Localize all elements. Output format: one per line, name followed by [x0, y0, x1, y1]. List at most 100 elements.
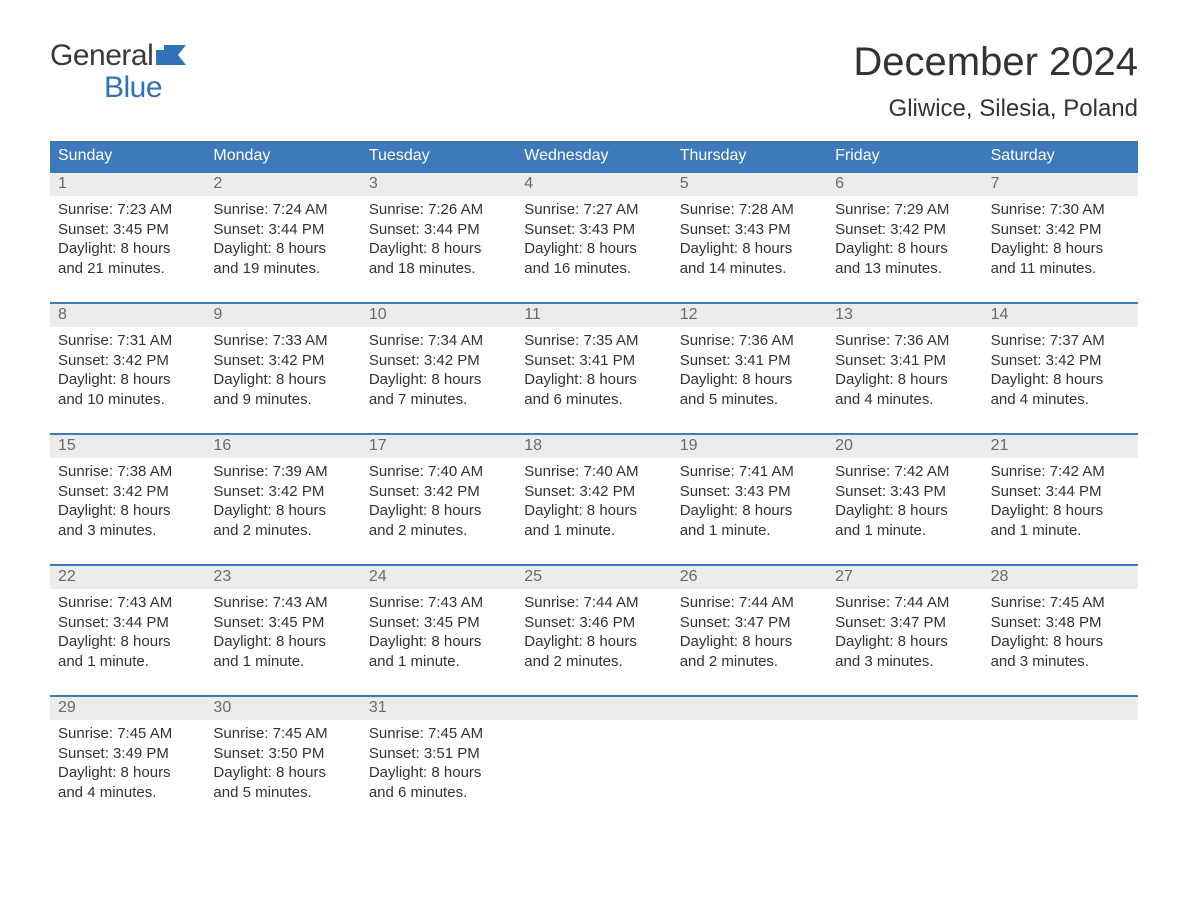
- daylight-text: Daylight: 8 hours: [369, 632, 508, 652]
- logo-flag-icon: [156, 40, 186, 72]
- day-cell: Sunrise: 7:34 AMSunset: 3:42 PMDaylight:…: [361, 327, 516, 415]
- weekday-label: Saturday: [983, 141, 1138, 171]
- sunset-text: Sunset: 3:45 PM: [58, 220, 197, 240]
- day-cell: Sunrise: 7:24 AMSunset: 3:44 PMDaylight:…: [205, 196, 360, 284]
- day-cell: Sunrise: 7:29 AMSunset: 3:42 PMDaylight:…: [827, 196, 982, 284]
- calendar: Sunday Monday Tuesday Wednesday Thursday…: [50, 141, 1138, 808]
- sunrise-text: Sunrise: 7:31 AM: [58, 331, 197, 351]
- day-number: 29: [50, 697, 205, 720]
- weekday-label: Tuesday: [361, 141, 516, 171]
- sunrise-text: Sunrise: 7:23 AM: [58, 200, 197, 220]
- day-number: 1: [50, 173, 205, 196]
- sunset-text: Sunset: 3:41 PM: [524, 351, 663, 371]
- day-cell: Sunrise: 7:38 AMSunset: 3:42 PMDaylight:…: [50, 458, 205, 546]
- daylight-text: and 1 minute.: [369, 652, 508, 672]
- daylight-text: Daylight: 8 hours: [213, 501, 352, 521]
- day-number: 27: [827, 566, 982, 589]
- day-number: 10: [361, 304, 516, 327]
- daylight-text: and 18 minutes.: [369, 259, 508, 279]
- daylight-text: and 2 minutes.: [213, 521, 352, 541]
- weekday-header: Sunday Monday Tuesday Wednesday Thursday…: [50, 141, 1138, 171]
- day-number: [827, 697, 982, 720]
- daylight-text: and 11 minutes.: [991, 259, 1130, 279]
- daylight-text: and 1 minute.: [213, 652, 352, 672]
- day-number: 24: [361, 566, 516, 589]
- day-cell: Sunrise: 7:40 AMSunset: 3:42 PMDaylight:…: [361, 458, 516, 546]
- sunset-text: Sunset: 3:46 PM: [524, 613, 663, 633]
- daylight-text: and 2 minutes.: [369, 521, 508, 541]
- sunrise-text: Sunrise: 7:38 AM: [58, 462, 197, 482]
- sunrise-text: Sunrise: 7:42 AM: [991, 462, 1130, 482]
- day-cell: Sunrise: 7:28 AMSunset: 3:43 PMDaylight:…: [672, 196, 827, 284]
- daylight-text: and 6 minutes.: [524, 390, 663, 410]
- daylight-text: Daylight: 8 hours: [213, 370, 352, 390]
- day-number: 23: [205, 566, 360, 589]
- daynum-row: 22232425262728: [50, 566, 1138, 589]
- weekday-label: Wednesday: [516, 141, 671, 171]
- day-cell: Sunrise: 7:26 AMSunset: 3:44 PMDaylight:…: [361, 196, 516, 284]
- daylight-text: and 5 minutes.: [213, 783, 352, 803]
- sunrise-text: Sunrise: 7:34 AM: [369, 331, 508, 351]
- week-row: 22232425262728 Sunrise: 7:43 AM Sunset: 3:…: [50, 564, 1138, 677]
- week-row: 891011121314Sunrise: 7:31 AMSunset: 3:42…: [50, 302, 1138, 415]
- sunrise-text: Sunrise: 7:28 AM: [680, 200, 819, 220]
- day-cell: Sunrise: 7:44 AMSunset: 3:47 PMDaylight:…: [672, 589, 827, 677]
- daylight-text: Daylight: 8 hours: [680, 370, 819, 390]
- sunset-text: Sunset: 3:42 PM: [524, 482, 663, 502]
- day-cell: Sunrise: 7:39 AMSunset: 3:42 PMDaylight:…: [205, 458, 360, 546]
- weekday-label: Monday: [205, 141, 360, 171]
- day-number: 21: [983, 435, 1138, 458]
- sunrise-text: Sunrise: 7:44 AM: [835, 593, 974, 613]
- header: General Blue December 2024 Gliwice, Sile…: [50, 40, 1138, 123]
- day-cell: Sunrise: 7:42 AMSunset: 3:43 PMDaylight:…: [827, 458, 982, 546]
- sunset-text: Sunset: 3:42 PM: [991, 220, 1130, 240]
- sunrise-text: Sunrise: 7:42 AM: [835, 462, 974, 482]
- day-cell: Sunrise: 7:44 AMSunset: 3:47 PMDaylight:…: [827, 589, 982, 677]
- daylight-text: Daylight: 8 hours: [524, 370, 663, 390]
- daylight-text: Daylight: 8 hours: [680, 632, 819, 652]
- daylight-text: Daylight: 8 hours: [835, 501, 974, 521]
- daylight-text: Daylight: 8 hours: [58, 763, 197, 783]
- sunset-text: Sunset: 3:44 PM: [991, 482, 1130, 502]
- sunset-text: Sunset: 3:42 PM: [213, 482, 352, 502]
- daylight-text: and 1 minute.: [835, 521, 974, 541]
- daylight-text: and 13 minutes.: [835, 259, 974, 279]
- day-number: 5: [672, 173, 827, 196]
- day-cell: Sunrise: 7:45 AMSunset: 3:51 PMDaylight:…: [361, 720, 516, 808]
- sunrise-text: Sunrise: 7:44 AM: [680, 593, 819, 613]
- week-row: 15161718192021Sunrise: 7:38 AMSunset: 3:…: [50, 433, 1138, 546]
- sunrise-text: Sunrise: 7:44 AM: [524, 593, 663, 613]
- daylight-text: Daylight: 8 hours: [58, 370, 197, 390]
- sunrise-text: Sunrise: 7:33 AM: [213, 331, 352, 351]
- sunset-text: Sunset: 3:44 PM: [58, 613, 197, 633]
- day-number: 7: [983, 173, 1138, 196]
- day-cell: Sunrise: 7:45 AMSunset: 3:49 PMDaylight:…: [50, 720, 205, 808]
- sunset-text: Sunset: 3:43 PM: [835, 482, 974, 502]
- day-cell: Sunrise: 7:41 AMSunset: 3:43 PMDaylight:…: [672, 458, 827, 546]
- daylight-text: Daylight: 8 hours: [835, 632, 974, 652]
- sunrise-text: Sunrise: 7:45 AM: [213, 724, 352, 744]
- daylight-text: and 1 minute.: [991, 521, 1130, 541]
- sunrise-text: Sunrise: 7:30 AM: [991, 200, 1130, 220]
- sunrise-text: Sunrise: 7:40 AM: [524, 462, 663, 482]
- day-number: 12: [672, 304, 827, 327]
- day-number: 8: [50, 304, 205, 327]
- day-number: 26: [672, 566, 827, 589]
- daylight-text: and 3 minutes.: [835, 652, 974, 672]
- sunrise-text: Sunrise: 7:43 AM: [213, 593, 352, 613]
- daylight-text: Daylight: 8 hours: [369, 501, 508, 521]
- day-number: 19: [672, 435, 827, 458]
- daylight-text: and 4 minutes.: [58, 783, 197, 803]
- sunrise-text: Sunrise: 7:45 AM: [369, 724, 508, 744]
- day-number: 13: [827, 304, 982, 327]
- day-cell: Sunrise: 7:30 AMSunset: 3:42 PMDaylight:…: [983, 196, 1138, 284]
- daylight-text: and 19 minutes.: [213, 259, 352, 279]
- daylight-text: Daylight: 8 hours: [213, 763, 352, 783]
- day-number: 17: [361, 435, 516, 458]
- sunrise-text: Sunrise: 7:40 AM: [369, 462, 508, 482]
- sunset-text: Sunset: 3:44 PM: [213, 220, 352, 240]
- daylight-text: Daylight: 8 hours: [369, 370, 508, 390]
- sunrise-text: Sunrise: 7:36 AM: [835, 331, 974, 351]
- sunset-text: Sunset: 3:47 PM: [680, 613, 819, 633]
- daylight-text: Daylight: 8 hours: [58, 632, 197, 652]
